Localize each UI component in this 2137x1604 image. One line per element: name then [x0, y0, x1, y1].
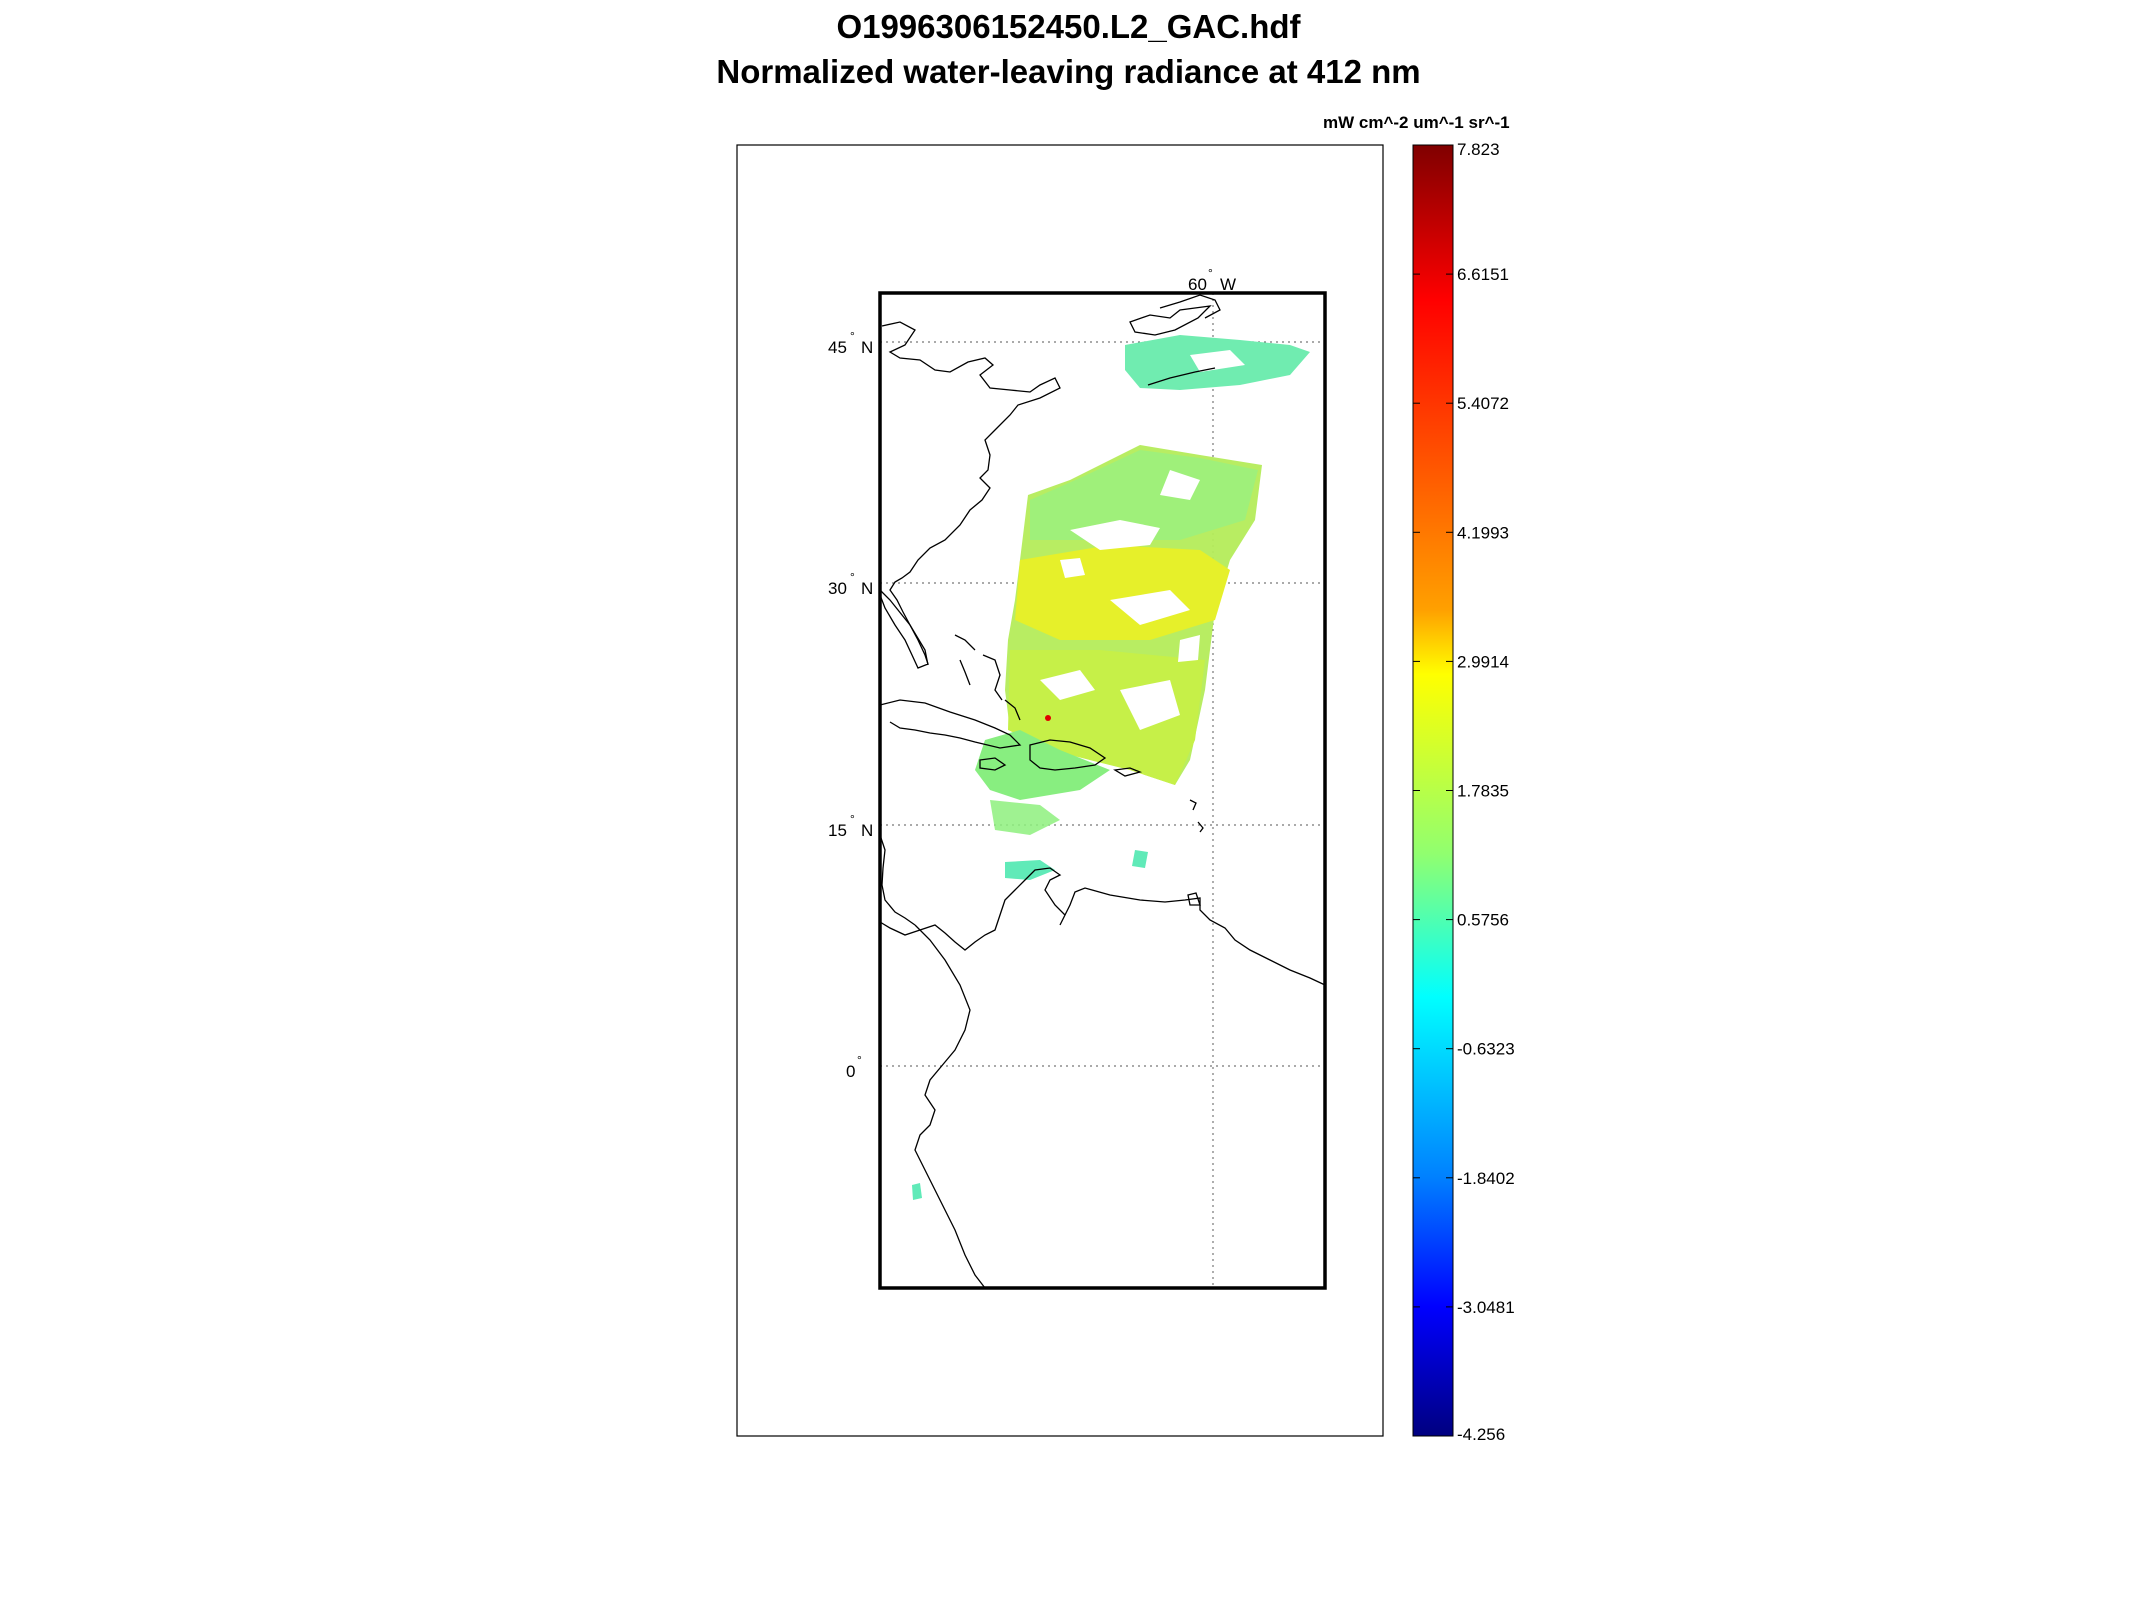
lat-label-hemisphere: N — [861, 579, 873, 598]
coast-cuba — [879, 699, 1022, 749]
lat-label-hemisphere: N — [861, 338, 873, 357]
colorbar-tick-label: -3.0481 — [1457, 1298, 1515, 1317]
cloud-gap-5 — [1120, 680, 1180, 730]
lat-label-value: 30 — [828, 579, 847, 598]
coast-labrador-inlet — [1147, 367, 1216, 386]
coast-central-america — [879, 834, 916, 926]
figure-filename-title: O1996306152450.L2_GAC.hdf — [836, 8, 1301, 45]
coast-puerto-rico — [1113, 767, 1143, 777]
colorbar-units: mW cm^-2 um^-1 sr^-1 — [1323, 113, 1510, 132]
colorbar-tick-label: 4.1993 — [1457, 523, 1509, 542]
lat-label-30n: 30 ° N — [828, 570, 873, 598]
degree-mark: ° — [850, 329, 855, 343]
coast-hispaniola — [1029, 739, 1107, 771]
degree-mark: ° — [850, 812, 855, 826]
coast-bahamas-2 — [982, 654, 1003, 701]
swath-data — [912, 335, 1310, 1200]
lat-label-15n: 15 ° N — [828, 812, 873, 840]
coast-florida — [879, 589, 929, 666]
lat-label-0: 0 ° — [846, 1053, 862, 1081]
colorbar: mW cm^-2 um^-1 sr^-1 7.823 6.6151 5.4072 4.… — [1323, 113, 1515, 1444]
swath-caribbean-lower — [990, 800, 1060, 835]
coast-lesser-antilles-2 — [1197, 821, 1204, 833]
cloud-gap-4 — [1040, 670, 1095, 700]
colorbar-tick-label: 5.4072 — [1457, 394, 1509, 413]
map-frame — [878, 291, 1327, 1290]
coast-bahamas-1 — [954, 634, 976, 651]
lat-label-value: 45 — [828, 338, 847, 357]
swath-south-small — [1132, 850, 1148, 868]
latitude-labels: 45 ° N 30 ° N 15 ° N 0 ° — [828, 329, 873, 1081]
coast-lesser-antilles-1 — [1189, 799, 1197, 811]
cloud-gap-2 — [1160, 470, 1200, 500]
coast-north-america — [879, 321, 1061, 669]
swath-caribbean — [975, 730, 1110, 800]
coast-south-america — [879, 867, 1326, 986]
coast-jamaica — [979, 757, 1007, 771]
lon-label-60w: 60 ° W — [1188, 266, 1236, 294]
coast-newfoundland — [1159, 294, 1221, 319]
lat-label-value: 0 — [846, 1062, 855, 1081]
degree-mark: ° — [1208, 266, 1213, 280]
outer-axes-frame — [736, 144, 1384, 1437]
cloud-gap-1 — [1070, 520, 1160, 550]
lat-label-45n: 45 ° N — [828, 329, 873, 357]
gridlines — [880, 293, 1325, 1288]
lon-label-value: 60 — [1188, 275, 1207, 294]
colorbar-tick-label: 7.823 — [1457, 140, 1500, 159]
coast-bahamas-4 — [959, 659, 971, 686]
colorbar-tick-label: 0.5756 — [1457, 911, 1509, 930]
high-value-pixel — [1045, 715, 1051, 721]
lon-label-hemisphere: W — [1220, 275, 1236, 294]
figure-title: Normalized water-leaving radiance at 412… — [716, 53, 1421, 90]
coast-bahamas-3 — [1004, 699, 1021, 721]
cloud-gap-7 — [1178, 635, 1200, 662]
colorbar-tick-label: 1.7835 — [1457, 782, 1509, 801]
degree-mark: ° — [857, 1053, 862, 1067]
colorbar-tick-label: -4.256 — [1457, 1425, 1505, 1444]
lat-label-value: 15 — [828, 821, 847, 840]
swath-south-patch — [1005, 860, 1055, 880]
colorbar-tick-label: 2.9914 — [1457, 652, 1509, 671]
map-panel: 45 ° N 30 ° N 15 ° N 0 ° 60 ° W — [828, 266, 1327, 1290]
cloud-gap-6 — [1060, 558, 1085, 578]
swath-north-gap — [1190, 350, 1245, 372]
cloud-gap-3 — [1110, 590, 1190, 625]
colorbar-tick-label: -0.6323 — [1457, 1040, 1515, 1059]
swath-amazon-dot — [912, 1183, 922, 1200]
colorbar-tick-label: 6.6151 — [1457, 265, 1509, 284]
coastlines — [879, 294, 1326, 1289]
swath-upper-green — [1030, 450, 1258, 540]
lat-label-hemisphere: N — [861, 821, 873, 840]
coast-trinidad — [1187, 892, 1201, 906]
coast-pacific-south-america — [914, 924, 986, 1289]
degree-mark: ° — [850, 570, 855, 584]
colorbar-ticks: 7.823 6.6151 5.4072 4.1993 2.9914 1.7835 0.575… — [1413, 140, 1515, 1444]
coast-nova-scotia — [1129, 305, 1212, 336]
colorbar-tick-label: -1.8402 — [1457, 1169, 1515, 1188]
